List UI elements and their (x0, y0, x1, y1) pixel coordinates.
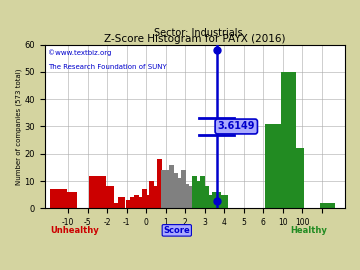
Bar (59, 192, 77, 208)
Bar (173, 173, 178, 208)
Bar (169, 165, 174, 208)
Text: Score: Score (163, 226, 190, 235)
Bar (50, 189, 67, 208)
Text: Unhealthy: Unhealthy (51, 226, 99, 235)
Bar (96, 187, 114, 208)
Bar (288, 148, 304, 208)
Text: Healthy: Healthy (291, 226, 327, 235)
Bar (145, 195, 150, 208)
Bar (208, 195, 213, 208)
Title: Z-Score Histogram for PAYX (2016): Z-Score Histogram for PAYX (2016) (104, 34, 285, 44)
Bar (165, 170, 170, 208)
Text: The Research Foundation of SUNY: The Research Foundation of SUNY (48, 64, 166, 70)
Bar (212, 192, 217, 208)
Bar (189, 187, 193, 208)
Text: 3.6149: 3.6149 (217, 122, 255, 131)
Bar (224, 195, 229, 208)
Bar (93, 189, 110, 208)
Bar (89, 176, 106, 208)
Bar (216, 192, 221, 208)
Y-axis label: Number of companies (573 total): Number of companies (573 total) (15, 68, 22, 185)
Bar (130, 197, 135, 208)
Bar (118, 197, 125, 208)
Bar (220, 195, 225, 208)
Bar (177, 178, 182, 208)
Bar (142, 189, 147, 208)
Bar (185, 184, 189, 208)
Bar (265, 124, 281, 208)
Bar (204, 187, 209, 208)
Bar (138, 197, 143, 208)
Bar (134, 195, 139, 208)
Bar (153, 187, 158, 208)
Bar (320, 203, 335, 208)
Bar (281, 72, 296, 208)
Bar (126, 200, 131, 208)
Bar (157, 159, 162, 208)
Bar (181, 170, 185, 208)
Text: Sector: Industrials: Sector: Industrials (154, 28, 242, 38)
Bar (149, 181, 154, 208)
Bar (200, 176, 205, 208)
Bar (113, 203, 120, 208)
Bar (196, 181, 201, 208)
Text: ©www.textbiz.org: ©www.textbiz.org (48, 50, 111, 56)
Bar (192, 176, 197, 208)
Bar (161, 170, 166, 208)
